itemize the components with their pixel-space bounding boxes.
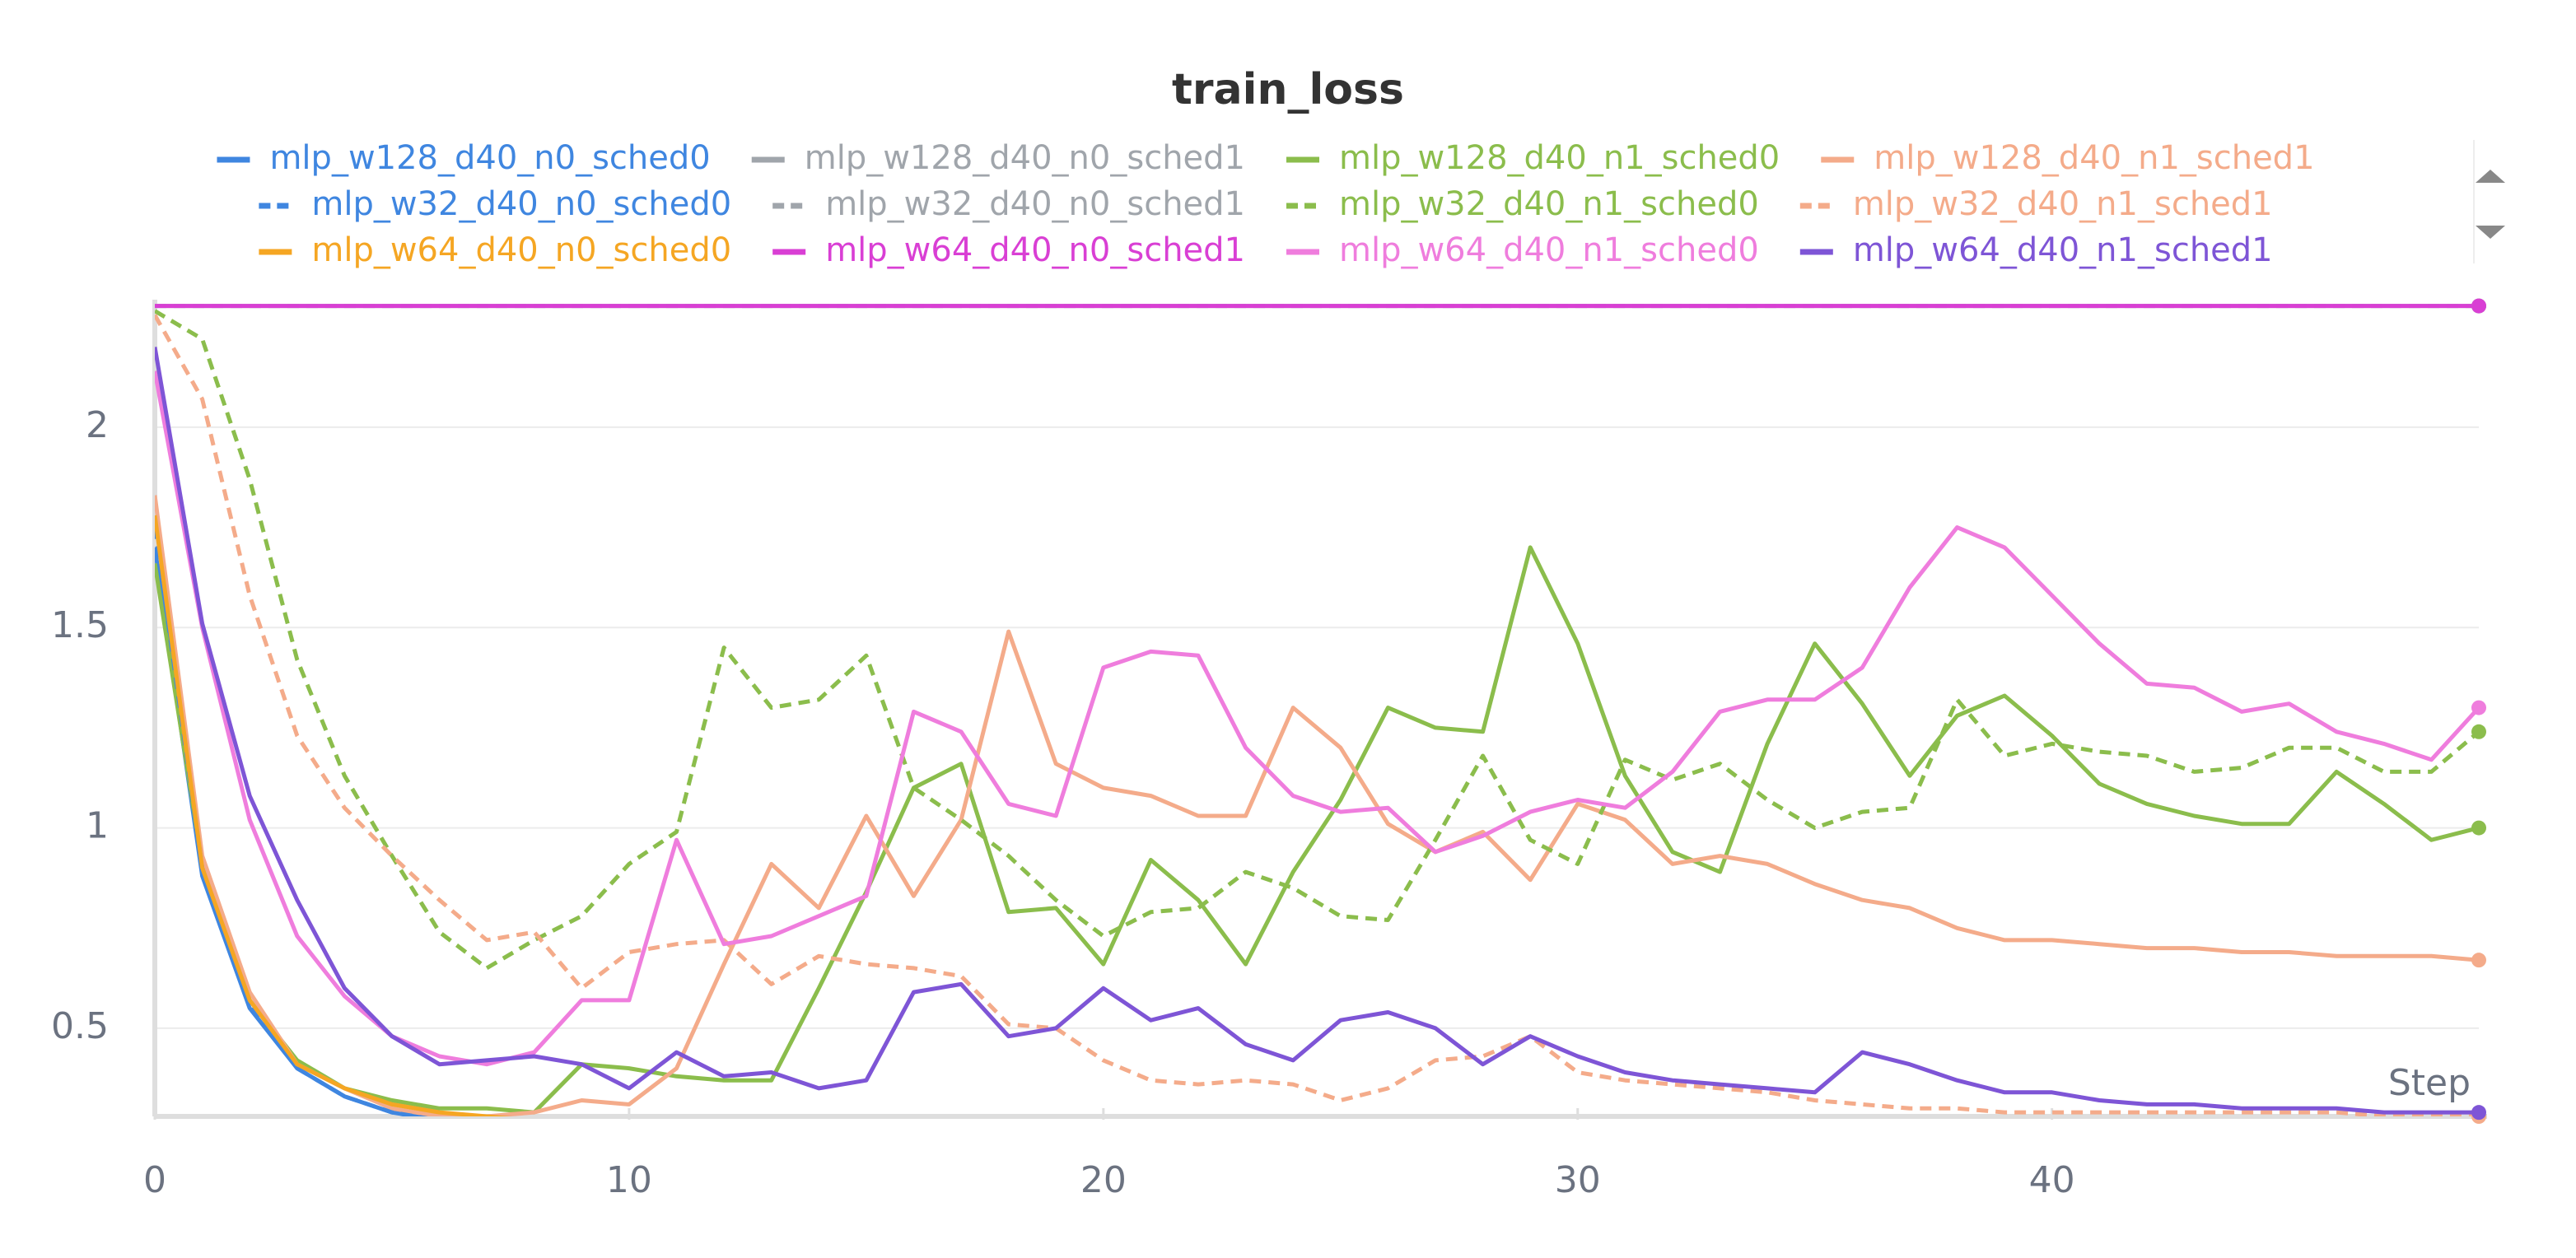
legend-label: mlp_w32_d40_n1_sched0 xyxy=(1339,185,1759,223)
end-marker xyxy=(2471,298,2486,314)
x-tick-label: 10 xyxy=(606,1159,652,1201)
y-tick-label: 2 xyxy=(86,404,109,446)
y-tick-label: 0.5 xyxy=(51,1005,109,1047)
series-line xyxy=(155,495,2480,1116)
legend-label: mlp_w128_d40_n0_sched1 xyxy=(805,139,1245,177)
x-tick-label: 20 xyxy=(1080,1159,1127,1201)
legend-label: mlp_w32_d40_n0_sched1 xyxy=(825,185,1245,223)
scroll-down[interactable] xyxy=(2476,226,2505,239)
legend-label: mlp_w64_d40_n0_sched0 xyxy=(311,231,731,269)
end-marker xyxy=(2471,820,2486,836)
series-line xyxy=(155,370,2480,1067)
legend-label: mlp_w64_d40_n0_sched1 xyxy=(825,231,1245,269)
plot-area xyxy=(155,304,2480,1116)
y-tick-label: 1.5 xyxy=(51,604,109,646)
legend-item: mlp_w64_d40_n1_sched0 xyxy=(1286,231,1759,269)
legend-item: mlp_w64_d40_n0_sched1 xyxy=(772,231,1245,269)
end-marker xyxy=(2471,953,2486,968)
chart-title: train_loss xyxy=(1172,65,1404,114)
x-tick-label: 0 xyxy=(143,1159,166,1201)
legend-item: mlp_w128_d40_n1_sched1 xyxy=(1821,139,2315,177)
end-marker xyxy=(2471,1105,2486,1121)
legend-item: mlp_w32_d40_n0_sched0 xyxy=(259,185,731,223)
end-marker xyxy=(2471,700,2486,715)
legend-label: mlp_w128_d40_n0_sched0 xyxy=(269,139,710,177)
legend-label: mlp_w64_d40_n1_sched1 xyxy=(1853,231,2273,269)
legend-label: mlp_w64_d40_n1_sched0 xyxy=(1339,231,1759,269)
legend-item: mlp_w32_d40_n1_sched0 xyxy=(1286,185,1759,223)
series-line xyxy=(155,314,2479,1116)
legend-item: mlp_w32_d40_n0_sched1 xyxy=(772,185,1245,223)
series-line xyxy=(155,515,511,1116)
legend-label: mlp_w32_d40_n1_sched1 xyxy=(1853,185,2273,223)
scroll-up[interactable] xyxy=(2476,170,2505,183)
series-line xyxy=(155,347,2479,1115)
x-tick-label: 30 xyxy=(1555,1159,1601,1201)
x-tick-label: 40 xyxy=(2029,1159,2075,1201)
legend-label: mlp_w128_d40_n1_sched1 xyxy=(1874,139,2314,177)
legend-item: mlp_w64_d40_n0_sched0 xyxy=(259,231,731,269)
x-axis-label: Step xyxy=(2388,1062,2471,1104)
legend-label: mlp_w32_d40_n0_sched0 xyxy=(311,185,731,223)
legend-item: mlp_w32_d40_n1_sched1 xyxy=(1799,185,2273,223)
end-marker xyxy=(2471,724,2486,739)
legend-item: mlp_w128_d40_n1_sched0 xyxy=(1286,139,1780,177)
series-line xyxy=(155,309,2480,971)
series-line xyxy=(155,545,2480,1115)
legend-item: mlp_w128_d40_n0_sched0 xyxy=(217,139,711,177)
legend-item: mlp_w64_d40_n1_sched1 xyxy=(1799,231,2273,269)
y-tick-label: 1 xyxy=(86,805,109,847)
legend-item: mlp_w128_d40_n0_sched1 xyxy=(751,139,1245,177)
legend-label: mlp_w128_d40_n1_sched0 xyxy=(1339,139,1780,177)
